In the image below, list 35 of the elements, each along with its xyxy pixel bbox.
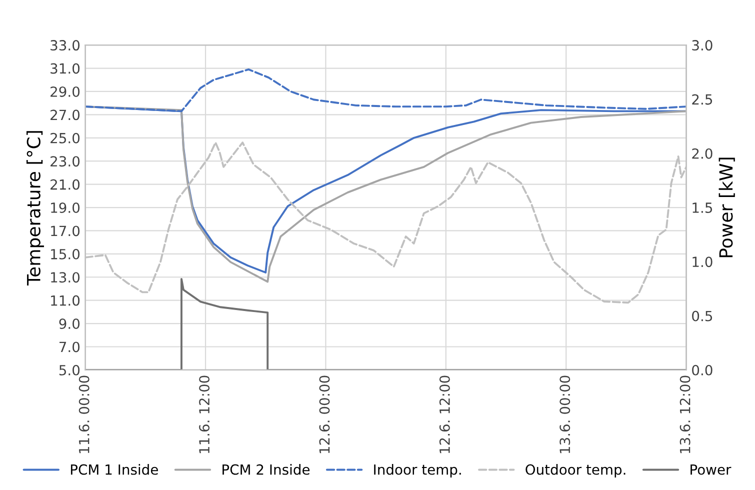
y-tick-label: 29.0 xyxy=(50,86,80,97)
y-tick-label: 15.0 xyxy=(51,248,80,260)
y-tick-label: 7.0 xyxy=(60,342,80,352)
y2-tick-label: 2.0 xyxy=(692,148,712,159)
y2-axis-title: Power [kW] xyxy=(718,158,735,258)
x-tick-label: 13.6. 12:00 xyxy=(680,376,690,454)
legend-label: PCM 1 Inside xyxy=(70,464,158,475)
legend-label: Power xyxy=(690,464,732,475)
y2-tick-label: 1.5 xyxy=(692,202,712,213)
y-tick-label: 11.0 xyxy=(51,295,80,306)
legend-label: Outdoor temp. xyxy=(526,464,626,478)
legend-label: Indoor temp. xyxy=(374,464,461,478)
y-tick-label: 5.0 xyxy=(59,364,80,376)
x-tick-label: 11.6. 00:00 xyxy=(78,376,90,454)
y2-tick-label: 0.0 xyxy=(692,364,712,376)
x-tick-label: 13.6. 00:00 xyxy=(560,376,570,454)
x-tick-label: 12.6. 00:00 xyxy=(319,376,330,454)
y-tick-label: 27.0 xyxy=(50,110,80,120)
y2-tick-label: 1.0 xyxy=(692,256,712,268)
y-axis-title: Temperature [°C] xyxy=(26,131,44,286)
y-tick-label: 19.0 xyxy=(51,202,80,213)
y2-tick-label: 2.5 xyxy=(692,94,712,105)
y-tick-label: 9.0 xyxy=(59,318,80,330)
y2-tick-label: 3.0 xyxy=(692,40,712,51)
y-tick-label: 31.0 xyxy=(50,63,80,74)
y-tick-label: 33.0 xyxy=(50,40,80,51)
y2-tick-label: 0.5 xyxy=(692,310,712,322)
legend-label: PCM 2 Inside xyxy=(222,464,310,475)
y-tick-label: 21.0 xyxy=(50,179,80,190)
x-tick-label: 12.6. 12:00 xyxy=(439,376,450,454)
y-tick-label: 13.0 xyxy=(51,272,80,283)
x-tick-label: 11.6. 12:00 xyxy=(199,376,210,454)
y-tick-label: 17.0 xyxy=(51,226,80,236)
y-tick-label: 25.0 xyxy=(50,132,80,144)
y-tick-label: 23.0 xyxy=(50,156,80,167)
